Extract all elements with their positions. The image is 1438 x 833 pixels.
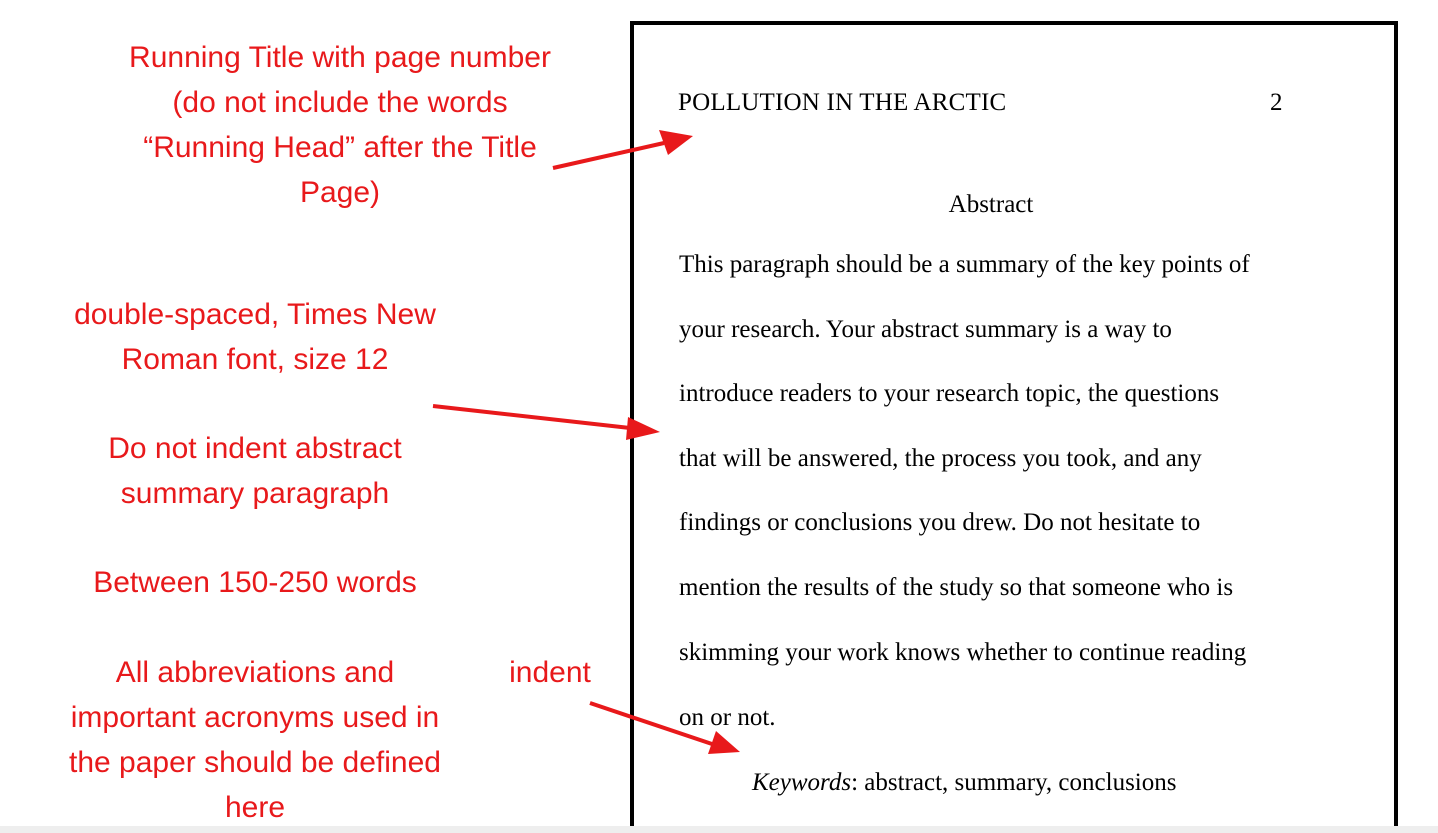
running-title: POLLUTION IN THE ARCTIC [678, 89, 1007, 116]
annotation-no-indent: Do not indent abstract summary paragraph [108, 432, 402, 510]
keywords-line: Keywords: abstract, summary, conclusions [752, 769, 1176, 797]
abstract-line: mention the results of the study so that… [679, 574, 1234, 601]
abstract-heading: Abstract [948, 191, 1034, 218]
abstract-line: that will be answered, the process you t… [679, 445, 1202, 472]
abstract-line: This paragraph should be a summary of th… [679, 251, 1250, 278]
abstract-line: skimming your work knows whether to cont… [679, 639, 1247, 666]
keywords-text: : abstract, summary, conclusions [851, 769, 1177, 796]
annotation-indent: indent [509, 656, 591, 689]
abstract-line: introduce readers to your research topic… [679, 380, 1220, 407]
arrow-to-paragraph [432, 404, 631, 430]
abstract-line: your research. Your abstract summary is … [679, 316, 1172, 343]
document-page: POLLUTION IN THE ARCTIC 2 Abstract This … [630, 21, 1398, 830]
annotation-spacing: double-spaced, Times New Roman font, siz… [74, 298, 436, 376]
annotation-abbreviations: All abbreviations and important acronyms… [69, 656, 441, 824]
keywords-label: Keywords [752, 769, 852, 796]
bottom-scroll-strip [0, 826, 1438, 833]
page-number: 2 [1270, 89, 1283, 116]
abstract-line: findings or conclusions you drew. Do not… [679, 509, 1201, 536]
abstract-line: on or not. [679, 704, 776, 731]
annotation-running-title: Running Title with page number (do not i… [129, 41, 551, 209]
annotation-word-count: Between 150-250 words [93, 566, 417, 599]
